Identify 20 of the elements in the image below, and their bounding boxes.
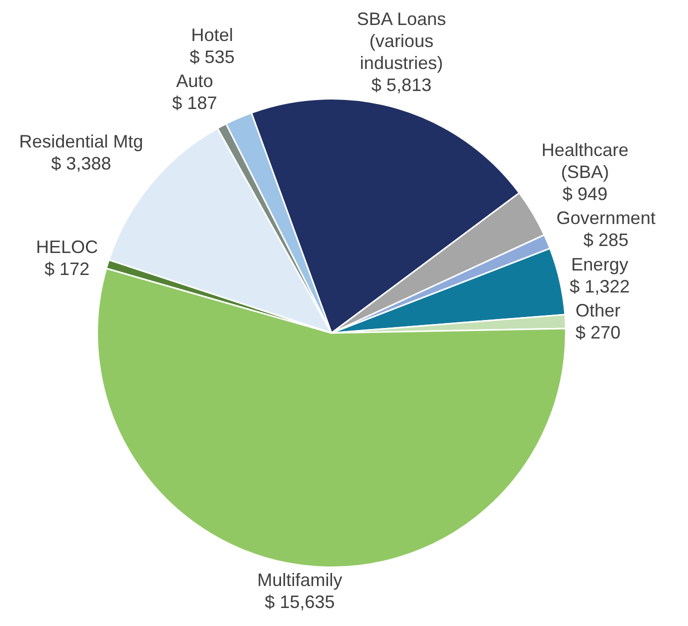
slice-label: Healthcare (SBA) [541, 140, 628, 182]
data-label: $ 949 [562, 184, 608, 204]
data-label: $ 3,388 [51, 153, 112, 174]
slice-label: Multifamily [257, 570, 342, 590]
data-label: $ 187 [172, 93, 218, 114]
slice-label: Auto [176, 71, 214, 92]
data-label: $ 15,635 [264, 592, 335, 612]
data-label: $ 285 [583, 230, 628, 250]
slice-label: Government [556, 208, 656, 228]
data-label: $ 1,322 [570, 276, 630, 297]
data-label: $ 5,813 [371, 74, 432, 95]
slice-label: HELOC [36, 237, 98, 258]
data-label: $ 270 [575, 322, 621, 343]
slice-label: Energy [571, 254, 628, 275]
slice-label: Other [575, 300, 620, 321]
slice-label: SBA Loans (various industries) [356, 8, 446, 73]
slice-label: Residential Mtg [19, 131, 144, 152]
data-label: $ 172 [44, 259, 90, 280]
slice-label: Hotel [191, 25, 234, 46]
data-label: $ 535 [190, 47, 235, 68]
